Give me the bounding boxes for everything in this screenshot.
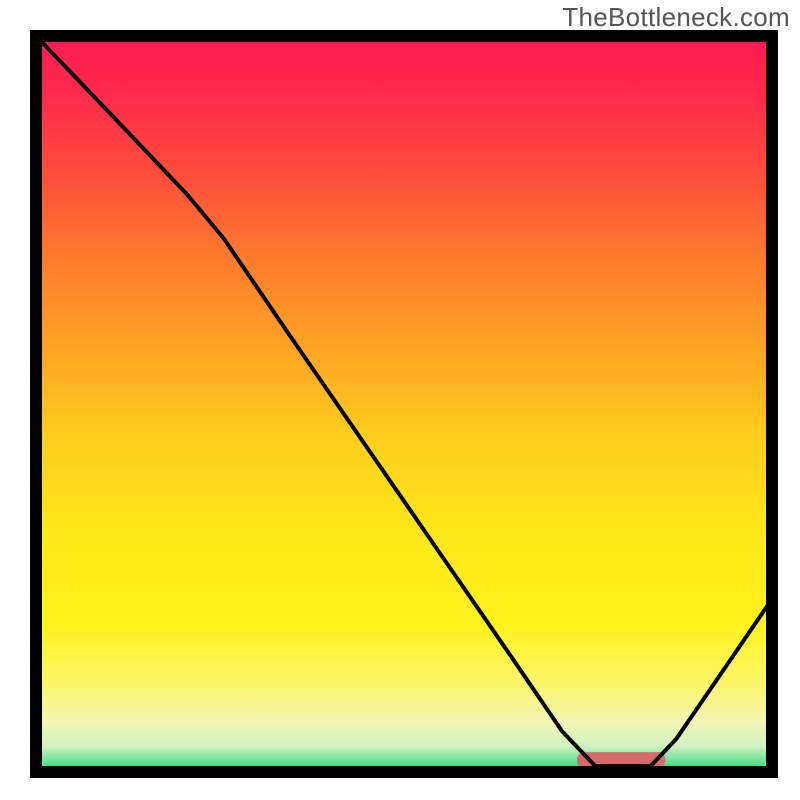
root: { "canvas": { "width": 800, "height": 80… (0, 0, 800, 800)
watermark-text: TheBottleneck.com (562, 2, 790, 33)
gradient-background (36, 36, 772, 772)
bottleneck-chart (30, 30, 778, 778)
chart-svg (30, 30, 778, 778)
